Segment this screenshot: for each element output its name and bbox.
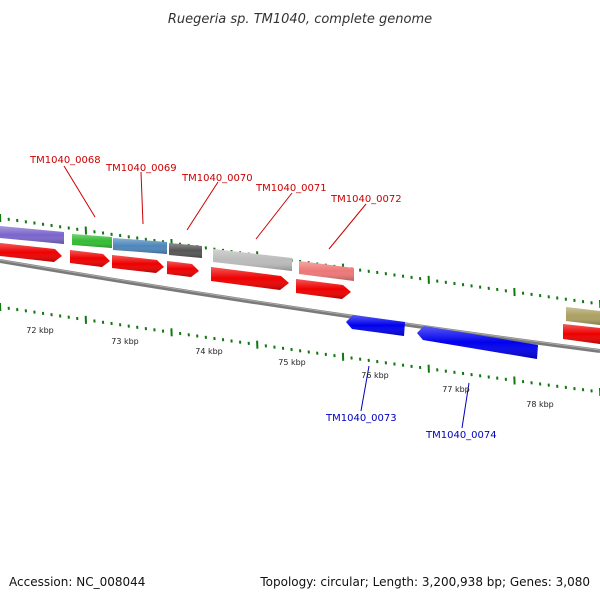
- gene-label-0070[interactable]: TM1040_0070: [181, 173, 253, 184]
- cds-arrows: [0, 243, 600, 344]
- map-title: Ruegeria sp. TM1040, complete genome: [168, 12, 432, 27]
- forward-genes: [0, 226, 600, 325]
- reverse-leaders: [360, 365, 470, 429]
- scale-label-78: 78 kbp: [526, 400, 554, 409]
- scale-label-73: 73 kbp: [111, 337, 139, 346]
- accession-text: Accession: NC_008044: [9, 575, 145, 589]
- gene-label-0073[interactable]: TM1040_0073: [325, 413, 397, 424]
- genome-backbone: [0, 259, 600, 353]
- scale-label-77: 77 kbp: [442, 385, 470, 394]
- gene-label-0068[interactable]: TM1040_0068: [29, 155, 101, 166]
- tick-row-lower: [0, 302, 600, 397]
- gene-label-0071[interactable]: TM1040_0071: [255, 183, 327, 194]
- gene-label-0074[interactable]: TM1040_0074: [425, 430, 497, 441]
- scale-label-76: 76 kbp: [361, 371, 389, 380]
- scale-label-72: 72 kbp: [26, 326, 54, 335]
- forward-leaders: [63, 165, 367, 250]
- scale-label-74: 74 kbp: [195, 347, 223, 356]
- scale-label-75: 75 kbp: [278, 358, 306, 367]
- gene-label-0072[interactable]: TM1040_0072: [330, 194, 402, 205]
- gene-label-0069[interactable]: TM1040_0069: [105, 163, 177, 174]
- reverse-genes: [346, 315, 538, 359]
- summary-text: Topology: circular; Length: 3,200,938 bp…: [259, 575, 590, 589]
